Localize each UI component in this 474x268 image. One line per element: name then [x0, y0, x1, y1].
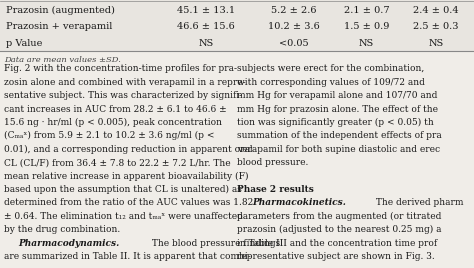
Text: mean relative increase in apparent bioavailability (F): mean relative increase in apparent bioav… — [4, 172, 248, 181]
Text: mm Hg for prazosin alone. The effect of the: mm Hg for prazosin alone. The effect of … — [237, 105, 438, 114]
Text: Pharmacodynamics.: Pharmacodynamics. — [18, 239, 120, 248]
Text: 45.1 ± 13.1: 45.1 ± 13.1 — [177, 6, 235, 15]
Text: <0.05: <0.05 — [279, 39, 309, 48]
Text: Phase 2 results: Phase 2 results — [237, 185, 314, 194]
Text: 15.6 ng · hr/ml (p < 0.005), peak concentration: 15.6 ng · hr/ml (p < 0.005), peak concen… — [4, 118, 222, 127]
Text: (Cₘₐˣ) from 5.9 ± 2.1 to 10.2 ± 3.6 ng/ml (p <: (Cₘₐˣ) from 5.9 ± 2.1 to 10.2 ± 3.6 ng/m… — [4, 131, 214, 140]
Text: The derived pharm: The derived pharm — [373, 198, 464, 207]
Text: parameters from the augmented (or titrated: parameters from the augmented (or titrat… — [237, 212, 441, 221]
Text: cant increases in AUC from 28.2 ± 6.1 to 46.6 ±: cant increases in AUC from 28.2 ± 6.1 to… — [4, 105, 227, 114]
Text: sentative subject. This was characterized by signifi-: sentative subject. This was characterize… — [4, 91, 242, 100]
Text: 2.5 ± 0.3: 2.5 ± 0.3 — [413, 22, 459, 31]
Text: based upon the assumption that CL is unaltered) as: based upon the assumption that CL is una… — [4, 185, 242, 194]
Text: NS: NS — [359, 39, 374, 48]
Text: Fig. 2 with the concentration-time profiles for pra-: Fig. 2 with the concentration-time profi… — [4, 64, 237, 73]
Text: subjects were erect for the combination,: subjects were erect for the combination, — [237, 64, 424, 73]
Text: tion was significantly greater (p < 0.05) th: tion was significantly greater (p < 0.05… — [237, 118, 434, 127]
Text: 10.2 ± 3.6: 10.2 ± 3.6 — [268, 22, 320, 31]
Text: CL (CL/F) from 36.4 ± 7.8 to 22.2 ± 7.2 L/hr. The: CL (CL/F) from 36.4 ± 7.8 to 22.2 ± 7.2 … — [4, 158, 230, 167]
Text: Data are mean values ±SD.: Data are mean values ±SD. — [4, 56, 121, 64]
Text: blood pressure.: blood pressure. — [237, 158, 309, 167]
Text: Prazosin + verapamil: Prazosin + verapamil — [6, 22, 112, 31]
Text: prazosin (adjusted to the nearest 0.25 mg) a: prazosin (adjusted to the nearest 0.25 m… — [237, 225, 441, 234]
Text: summation of the independent effects of pra: summation of the independent effects of … — [237, 131, 442, 140]
Text: 46.6 ± 15.6: 46.6 ± 15.6 — [177, 22, 235, 31]
Text: by the drug combination.: by the drug combination. — [4, 225, 120, 234]
Text: 1.5 ± 0.9: 1.5 ± 0.9 — [344, 22, 389, 31]
Text: in Table III and the concentration time prof: in Table III and the concentration time … — [237, 239, 437, 248]
Text: 2.4 ± 0.4: 2.4 ± 0.4 — [413, 6, 459, 15]
Text: determined from the ratio of the AUC values was 1.82: determined from the ratio of the AUC val… — [4, 198, 253, 207]
Text: representative subject are shown in Fig. 3.: representative subject are shown in Fig.… — [237, 252, 435, 261]
Text: NS: NS — [428, 39, 444, 48]
Text: are summarized in Table II. It is apparent that combi-: are summarized in Table II. It is appare… — [4, 252, 251, 261]
Text: 5.2 ± 2.6: 5.2 ± 2.6 — [271, 6, 317, 15]
Text: Prazosin (augmented): Prazosin (augmented) — [6, 6, 115, 15]
Text: 0.01), and a corresponding reduction in apparent oral: 0.01), and a corresponding reduction in … — [4, 145, 253, 154]
Text: verapamil for both supine diastolic and erec: verapamil for both supine diastolic and … — [237, 145, 440, 154]
Text: p Value: p Value — [6, 39, 43, 48]
Text: The blood pressure findings: The blood pressure findings — [149, 239, 281, 248]
FancyBboxPatch shape — [0, 0, 474, 51]
Text: ± 0.64. The elimination t₁₂ and tₘₐˣ were unaffected: ± 0.64. The elimination t₁₂ and tₘₐˣ wer… — [4, 212, 243, 221]
Text: with corresponding values of 109/72 and: with corresponding values of 109/72 and — [237, 78, 425, 87]
Text: zosin alone and combined with verapamil in a repre-: zosin alone and combined with verapamil … — [4, 78, 246, 87]
Text: Pharmacokinetics.: Pharmacokinetics. — [252, 198, 346, 207]
Text: mm Hg for verapamil alone and 107/70 and: mm Hg for verapamil alone and 107/70 and — [237, 91, 438, 100]
Text: NS: NS — [199, 39, 214, 48]
Text: 2.1 ± 0.7: 2.1 ± 0.7 — [344, 6, 389, 15]
